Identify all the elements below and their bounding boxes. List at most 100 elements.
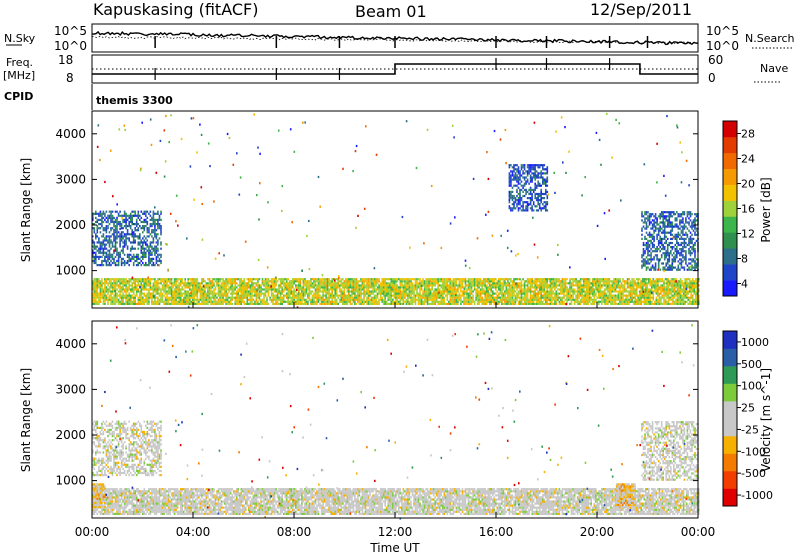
heatmap-cell [402,280,405,283]
heatmap-cell [287,282,289,285]
heatmap-cell [585,296,588,299]
heatmap-cell [328,302,330,305]
heatmap-cell [119,253,121,256]
heatmap-cell [208,300,211,303]
heatmap-cell [189,286,191,289]
heatmap-cell [358,300,361,303]
heatmap-cell [401,296,403,299]
heatmap-cell [202,278,205,281]
heatmap-cell [160,278,162,281]
heatmap-cell [343,290,346,293]
heatmap-cell [272,286,274,289]
heatmap-cell [337,294,339,297]
heatmap-cell [232,296,235,299]
heatmap-cell [105,261,108,265]
heatmap-cell [452,294,455,297]
heatmap-cell [560,300,562,303]
heatmap-cell [529,296,532,299]
heatmap-cell [155,280,158,283]
heatmap-cell [598,292,600,295]
heatmap-cell [664,290,667,293]
heatmap-cell [479,298,482,301]
heatmap-cell [470,288,473,291]
heatmap-cell [170,278,173,281]
heatmap-cell [540,288,542,291]
heatmap-cell [611,290,614,293]
heatmap-cell [572,294,574,297]
heatmap-cell [135,280,138,283]
heatmap-cell [125,294,127,297]
heatmap-cell [445,294,447,297]
heatmap-cell [113,239,115,242]
heatmap-cell [460,288,462,291]
heatmap-cell [654,282,656,285]
heatmap-cell [519,286,521,289]
heatmap-cell [588,282,591,285]
heatmap-cell [641,284,644,287]
heatmap-cell [602,298,605,301]
heatmap-cell [214,298,217,301]
heatmap-cell [246,300,249,303]
heatmap-cell [399,280,402,283]
heatmap-cell [545,278,547,281]
heatmap-cell [155,284,158,287]
heatmap-cell [488,282,491,285]
heatmap-cell [340,278,343,281]
heatmap-cell [588,296,591,299]
heatmap-cell [146,298,149,301]
heatmap-cell [488,284,491,287]
heatmap-cell [288,282,291,285]
heatmap-cell [311,298,314,301]
heatmap-cell [157,286,159,289]
heatmap-cell [449,280,452,283]
heatmap-cell [192,282,194,285]
heatmap-cell [248,292,250,295]
heatmap-cell [98,239,100,242]
heatmap-cell [166,292,168,295]
heatmap-cell [487,286,489,289]
heatmap-cell [402,296,405,299]
heatmap-cell [638,286,641,289]
heatmap-cell [613,280,615,283]
heatmap-cell [495,300,497,303]
heatmap-cell [449,282,452,285]
heatmap-cell [648,290,650,293]
heatmap-cell [566,298,568,301]
heatmap-cell [425,278,427,281]
heatmap-cell [390,278,393,281]
heatmap-cell [366,292,368,295]
heatmap-cell [652,294,655,297]
heatmap-cell [111,292,114,295]
heatmap-cell [98,298,100,301]
heatmap-cell [220,294,223,297]
heatmap-cell [254,288,256,291]
heatmap-cell [167,278,170,281]
heatmap-cell [340,294,343,297]
heatmap-cell [140,300,143,303]
heatmap-cell [395,296,397,299]
heatmap-cell [393,296,396,299]
heatmap-cell [540,282,542,285]
heatmap-cell [93,278,96,281]
heatmap-cell [196,302,199,305]
heatmap-cell [93,241,96,244]
heatmap-cell [542,278,544,281]
heatmap-cell [517,286,520,289]
heatmap-cell [520,298,523,301]
heatmap-cell [410,288,412,291]
heatmap-cell [222,294,224,297]
heatmap-cell [645,286,647,289]
heatmap-cell [117,278,120,281]
heatmap-cell [523,286,526,289]
heatmap-cell [299,288,302,291]
heatmap-cell [673,284,676,287]
heatmap-cell [354,286,356,289]
heatmap-cell [325,294,327,297]
heatmap-cell [258,290,261,293]
heatmap-cell [108,214,111,217]
heatmap-cell [484,278,486,281]
heatmap-cell [473,282,476,285]
heatmap-cell [317,292,320,295]
heatmap-cell [513,292,515,295]
heatmap-cell [326,288,329,291]
